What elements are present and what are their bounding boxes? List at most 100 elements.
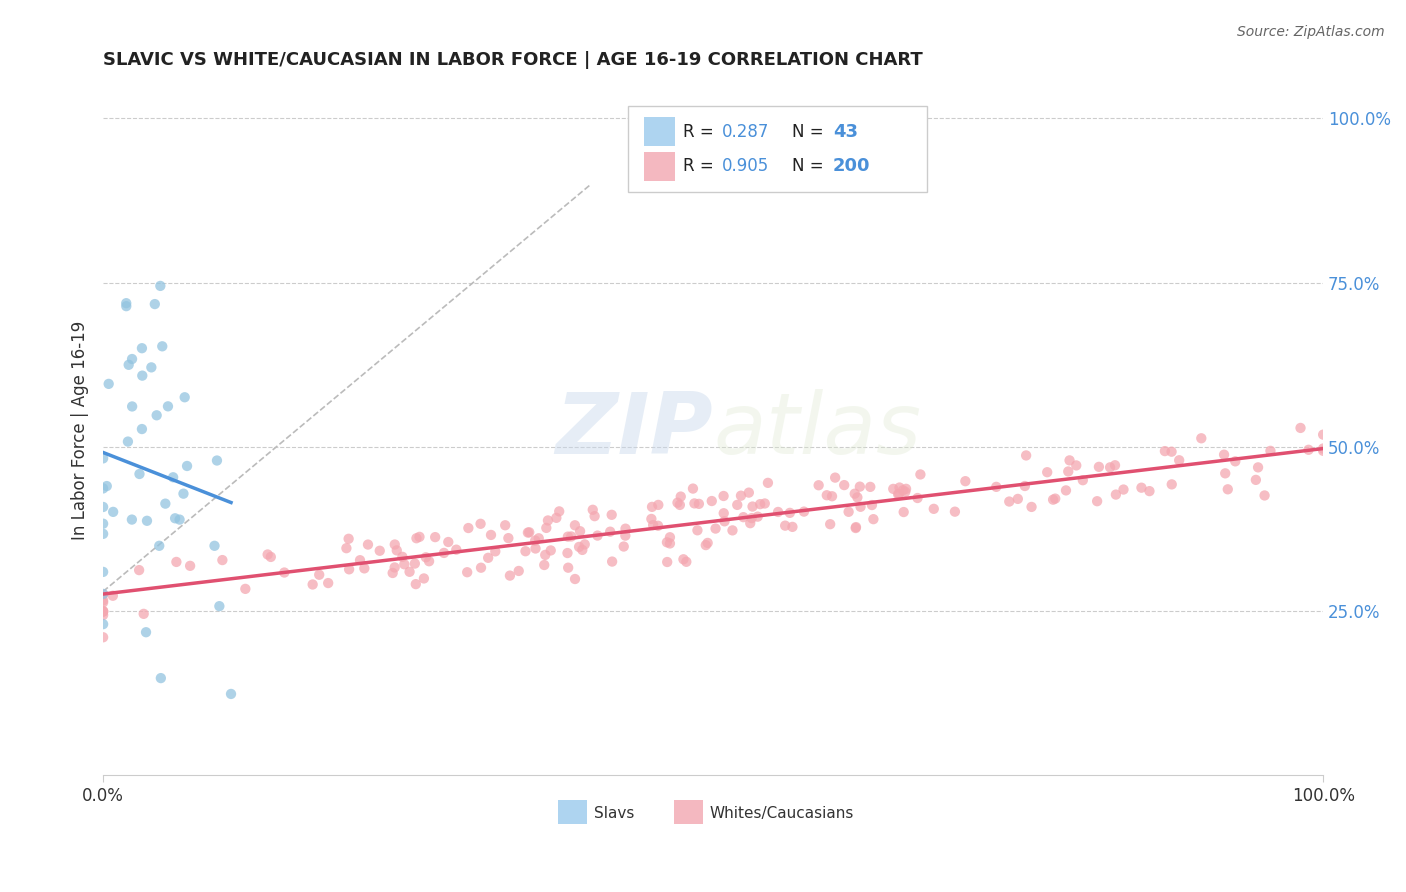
Point bbox=[1312, 427, 1334, 442]
Point bbox=[412, 571, 434, 585]
Point bbox=[131, 368, 153, 383]
Point bbox=[384, 560, 406, 574]
Point bbox=[1130, 481, 1153, 495]
Point bbox=[204, 539, 226, 553]
Point bbox=[922, 501, 945, 516]
Point bbox=[1160, 477, 1182, 491]
Point bbox=[1105, 487, 1128, 501]
Point bbox=[128, 467, 150, 481]
Point bbox=[162, 470, 184, 484]
Point bbox=[666, 496, 689, 510]
Point bbox=[747, 509, 769, 524]
Point bbox=[470, 560, 492, 574]
Point bbox=[846, 491, 869, 505]
Point bbox=[337, 532, 360, 546]
Point bbox=[782, 520, 804, 534]
Point bbox=[179, 558, 201, 573]
Point bbox=[172, 486, 194, 500]
Point bbox=[600, 508, 623, 522]
Point bbox=[655, 535, 678, 549]
Point bbox=[117, 434, 139, 449]
Point bbox=[235, 582, 257, 596]
Point bbox=[586, 528, 609, 542]
Text: R =: R = bbox=[683, 123, 718, 141]
Point bbox=[1054, 483, 1077, 498]
Point bbox=[1057, 465, 1080, 479]
Point bbox=[135, 625, 157, 640]
Point bbox=[672, 552, 695, 566]
Point bbox=[91, 604, 114, 618]
Point bbox=[844, 486, 866, 500]
Point bbox=[446, 542, 468, 557]
Point bbox=[749, 497, 772, 511]
Y-axis label: In Labor Force | Age 16-19: In Labor Force | Age 16-19 bbox=[72, 321, 89, 540]
Point bbox=[582, 503, 605, 517]
Point bbox=[91, 587, 114, 601]
Point bbox=[600, 555, 623, 569]
Point bbox=[149, 279, 172, 293]
Point bbox=[643, 518, 665, 533]
Point bbox=[405, 577, 427, 591]
Point bbox=[91, 617, 114, 632]
Point bbox=[1085, 494, 1108, 508]
FancyBboxPatch shape bbox=[644, 152, 675, 181]
Point bbox=[101, 505, 124, 519]
Point bbox=[357, 538, 380, 552]
Point bbox=[1042, 492, 1064, 507]
Point bbox=[860, 498, 883, 512]
FancyBboxPatch shape bbox=[558, 800, 588, 823]
Point bbox=[1064, 458, 1087, 473]
Point bbox=[1298, 442, 1320, 457]
Point bbox=[815, 488, 838, 502]
Point bbox=[437, 535, 460, 549]
Point bbox=[647, 518, 669, 533]
Point bbox=[150, 339, 173, 353]
Point bbox=[534, 548, 557, 562]
Point bbox=[821, 489, 844, 503]
Point bbox=[398, 565, 420, 579]
Text: atlas: atlas bbox=[713, 389, 921, 472]
Text: SLAVIC VS WHITE/CAUCASIAN IN LABOR FORCE | AGE 16-19 CORRELATION CHART: SLAVIC VS WHITE/CAUCASIAN IN LABOR FORCE… bbox=[103, 51, 922, 69]
Point bbox=[527, 531, 550, 545]
Point bbox=[308, 567, 330, 582]
Point bbox=[385, 543, 408, 558]
Point bbox=[148, 539, 170, 553]
Point bbox=[583, 509, 606, 524]
Point bbox=[657, 555, 679, 569]
Point bbox=[669, 490, 692, 504]
FancyBboxPatch shape bbox=[644, 117, 675, 146]
Point bbox=[121, 351, 143, 366]
Point bbox=[349, 553, 371, 567]
Point bbox=[740, 516, 762, 531]
Point bbox=[1312, 443, 1334, 458]
Point bbox=[862, 512, 884, 526]
Point bbox=[986, 480, 1008, 494]
Point bbox=[381, 566, 404, 580]
Point bbox=[524, 541, 547, 556]
Point bbox=[557, 560, 579, 574]
Point bbox=[713, 489, 735, 503]
Point bbox=[316, 576, 339, 591]
FancyBboxPatch shape bbox=[627, 106, 927, 193]
Point bbox=[738, 485, 761, 500]
Point bbox=[91, 587, 114, 601]
Point bbox=[273, 566, 295, 580]
Point bbox=[1015, 449, 1038, 463]
Point bbox=[537, 513, 560, 527]
Point bbox=[384, 537, 406, 551]
Point bbox=[1014, 479, 1036, 493]
Point bbox=[121, 512, 143, 526]
Point bbox=[131, 341, 153, 355]
Point bbox=[675, 555, 697, 569]
Point bbox=[1139, 484, 1161, 499]
Point bbox=[394, 558, 416, 572]
Point bbox=[658, 530, 681, 544]
Point bbox=[704, 522, 727, 536]
Point bbox=[614, 522, 637, 536]
Point bbox=[540, 543, 562, 558]
Point bbox=[301, 577, 323, 591]
Point bbox=[176, 458, 198, 473]
Point bbox=[433, 546, 456, 560]
Point bbox=[91, 516, 114, 531]
Point bbox=[211, 553, 233, 567]
